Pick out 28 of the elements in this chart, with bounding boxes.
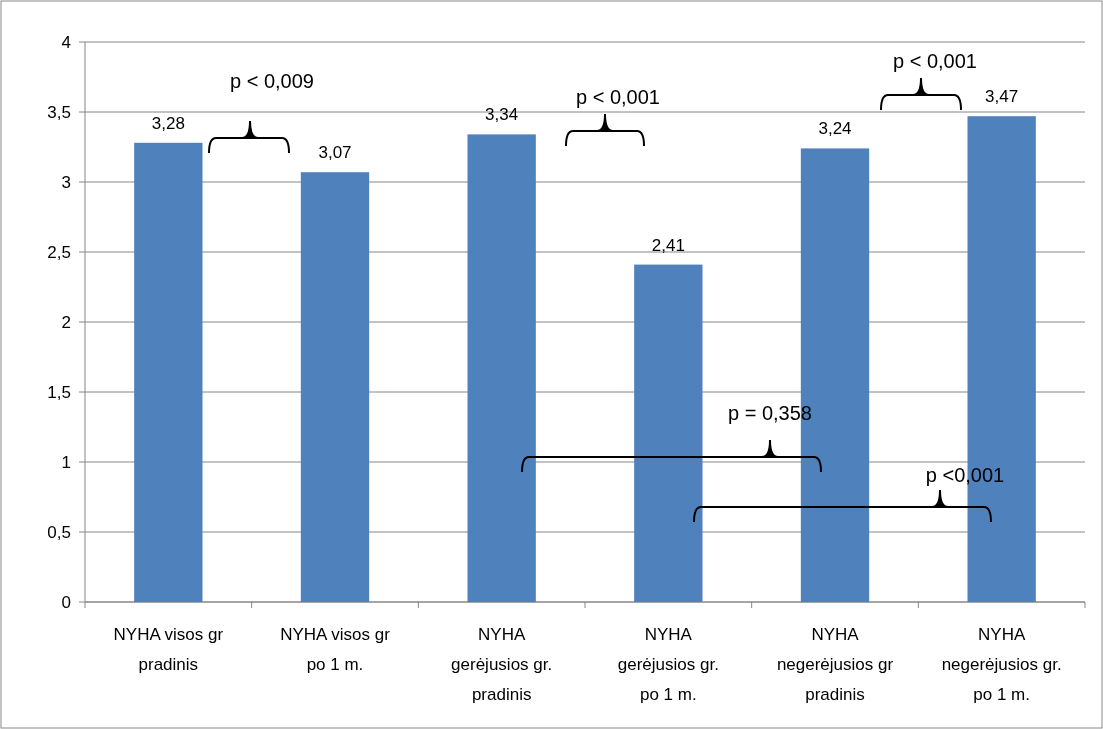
y-tick-label: 1,5	[47, 382, 71, 402]
data-label: 2,41	[651, 235, 685, 255]
bar	[467, 134, 536, 602]
data-label: 3,24	[818, 119, 852, 139]
data-label: 3,47	[985, 87, 1019, 107]
x-tick-label: NYHA visos gr po 1 m.	[280, 625, 391, 674]
y-tick-label: 2	[61, 312, 71, 332]
x-tick-label: NYHA negerėjusios gr. po 1 m.	[941, 625, 1062, 704]
annotation: p < 0,001	[576, 86, 660, 108]
y-tick-label: 3,5	[47, 102, 71, 122]
bar	[300, 172, 370, 602]
x-tick-label: NYHA gerėjusios gr. po 1 m.	[617, 625, 719, 704]
y-tick-label: 0,5	[47, 522, 71, 542]
y-tick-label: 0	[61, 592, 71, 612]
data-label: 3,34	[485, 105, 519, 125]
bar	[134, 142, 203, 602]
annotation: p < 0,009	[230, 70, 314, 92]
x-tick-label: NYHA gerėjusios gr. pradinis	[451, 625, 553, 704]
bar	[634, 264, 703, 602]
x-tick-label: NYHA negerėjusios gr pradinis	[776, 625, 894, 704]
y-tick-label: 4	[61, 32, 71, 52]
data-label: 3,28	[151, 113, 185, 133]
annotation: p < 0,001	[893, 50, 977, 72]
y-tick-label: 2,5	[47, 242, 71, 262]
x-tick-label: NYHA visos gr pradinis	[113, 625, 224, 674]
y-tick-label: 1	[61, 452, 71, 472]
data-label: 3,07	[318, 143, 352, 163]
y-tick-label: 3	[61, 172, 71, 192]
